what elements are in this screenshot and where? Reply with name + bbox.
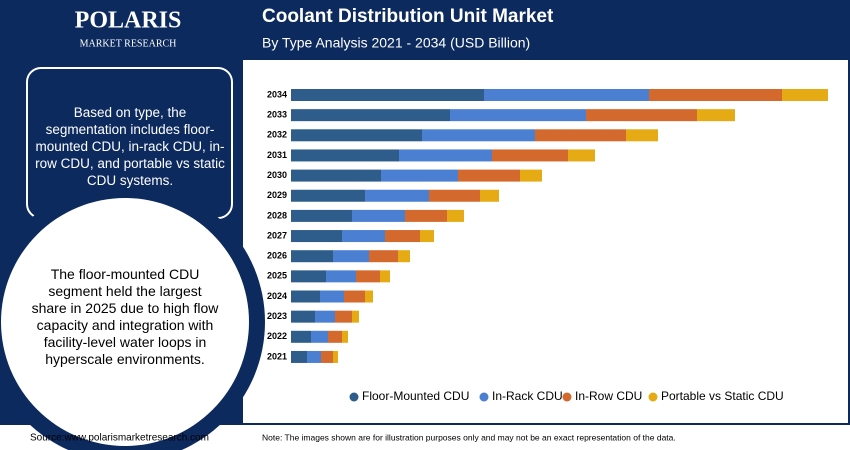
summary-text: Based on type, the segmentation includes… bbox=[35, 105, 225, 188]
bar-segment bbox=[307, 350, 321, 363]
y-tick-label: 2024 bbox=[267, 291, 287, 301]
bar-segment bbox=[520, 169, 542, 182]
bar-segment bbox=[369, 250, 398, 263]
chart-subtitle: By Type Analysis 2021 - 2034 (USD Billio… bbox=[262, 35, 530, 51]
bar-segment bbox=[450, 109, 586, 122]
bar-segment bbox=[352, 310, 359, 323]
bar-segment bbox=[782, 89, 828, 101]
y-tick-label: 2034 bbox=[267, 89, 287, 99]
bar-segment bbox=[291, 290, 320, 303]
bar-segment bbox=[321, 350, 333, 363]
y-tick-label: 2026 bbox=[267, 251, 287, 261]
bar-segment bbox=[480, 189, 499, 202]
highlight-text: The floor-mounted CDU segment held the l… bbox=[31, 266, 219, 367]
y-tick-label: 2023 bbox=[267, 311, 287, 321]
y-tick-label: 2030 bbox=[267, 170, 287, 180]
bar-segment bbox=[311, 330, 328, 343]
bar-segment bbox=[420, 230, 434, 243]
bar-segment bbox=[315, 310, 335, 323]
note: Note: The images shown are for illustrat… bbox=[262, 432, 676, 442]
bar-segment bbox=[291, 129, 422, 142]
chart-title: Coolant Distribution Unit Market bbox=[262, 6, 554, 27]
bar-segment bbox=[697, 109, 735, 122]
bar-segment bbox=[535, 129, 626, 142]
bar-segment bbox=[335, 310, 352, 323]
brand-name: POLARIS bbox=[75, 8, 182, 34]
bar-segment bbox=[352, 209, 405, 222]
bar-segment bbox=[380, 270, 390, 283]
bar-segment bbox=[291, 209, 352, 222]
bar-segment bbox=[320, 290, 344, 303]
bar-segment bbox=[568, 149, 595, 162]
bar-segment bbox=[356, 270, 380, 283]
bar-segment bbox=[398, 250, 410, 263]
bar-segment bbox=[484, 89, 649, 101]
bar-segment bbox=[342, 330, 348, 343]
bar-segment bbox=[385, 230, 420, 243]
bar-segment bbox=[291, 189, 365, 202]
highlight-circle bbox=[1, 198, 249, 446]
bar-segment bbox=[291, 109, 450, 122]
y-tick-label: 2032 bbox=[267, 130, 287, 140]
y-tick-label: 2028 bbox=[267, 210, 287, 220]
bar-segment bbox=[492, 149, 568, 162]
bar-segment bbox=[399, 149, 492, 162]
legend-label: In-Rack CDU bbox=[492, 389, 563, 403]
legend-label: Portable vs Static CDU bbox=[661, 389, 784, 403]
legend-marker bbox=[479, 392, 489, 402]
bar-segment bbox=[626, 129, 658, 142]
bar-segment bbox=[291, 330, 311, 343]
bar-segment bbox=[291, 350, 307, 363]
bar-segment bbox=[586, 109, 697, 122]
bar-segment bbox=[326, 270, 356, 283]
source: Source:www.polarismarketresearch.com bbox=[30, 433, 209, 444]
y-tick-label: 2029 bbox=[267, 190, 287, 200]
bar-segment bbox=[422, 129, 535, 142]
legend-label: Floor-Mounted CDU bbox=[362, 389, 469, 403]
brand-tagline: MARKET RESEARCH bbox=[80, 38, 177, 49]
bar-segment bbox=[365, 290, 373, 303]
bar-segment bbox=[405, 209, 447, 222]
legend-marker bbox=[349, 392, 359, 402]
legend-marker bbox=[562, 392, 572, 402]
bar-segment bbox=[291, 270, 326, 283]
bar-segment bbox=[344, 290, 365, 303]
bar-segment bbox=[291, 169, 381, 182]
bar-segment bbox=[447, 209, 464, 222]
bar-segment bbox=[365, 189, 429, 202]
bar-segment bbox=[291, 250, 333, 263]
bar-segment bbox=[291, 230, 342, 243]
y-tick-label: 2033 bbox=[267, 110, 287, 120]
bar-segment bbox=[649, 89, 782, 101]
bar-segment bbox=[291, 149, 399, 162]
y-tick-label: 2031 bbox=[267, 150, 287, 160]
bar-segment bbox=[291, 89, 484, 101]
y-tick-label: 2025 bbox=[267, 271, 287, 281]
bar-segment bbox=[291, 310, 315, 323]
bar-segment bbox=[342, 230, 385, 243]
bar-segment bbox=[381, 169, 458, 182]
bar-segment bbox=[458, 169, 520, 182]
y-tick-label: 2027 bbox=[267, 230, 287, 240]
bar-segment bbox=[429, 189, 480, 202]
bar-segment bbox=[328, 330, 342, 343]
legend-label: In-Row CDU bbox=[575, 389, 642, 403]
y-tick-label: 2022 bbox=[267, 331, 287, 341]
legend-marker bbox=[648, 392, 658, 402]
bar-segment bbox=[333, 250, 369, 263]
y-tick-label: 2021 bbox=[267, 351, 287, 361]
frame bbox=[0, 0, 850, 425]
bar-segment bbox=[333, 350, 338, 363]
